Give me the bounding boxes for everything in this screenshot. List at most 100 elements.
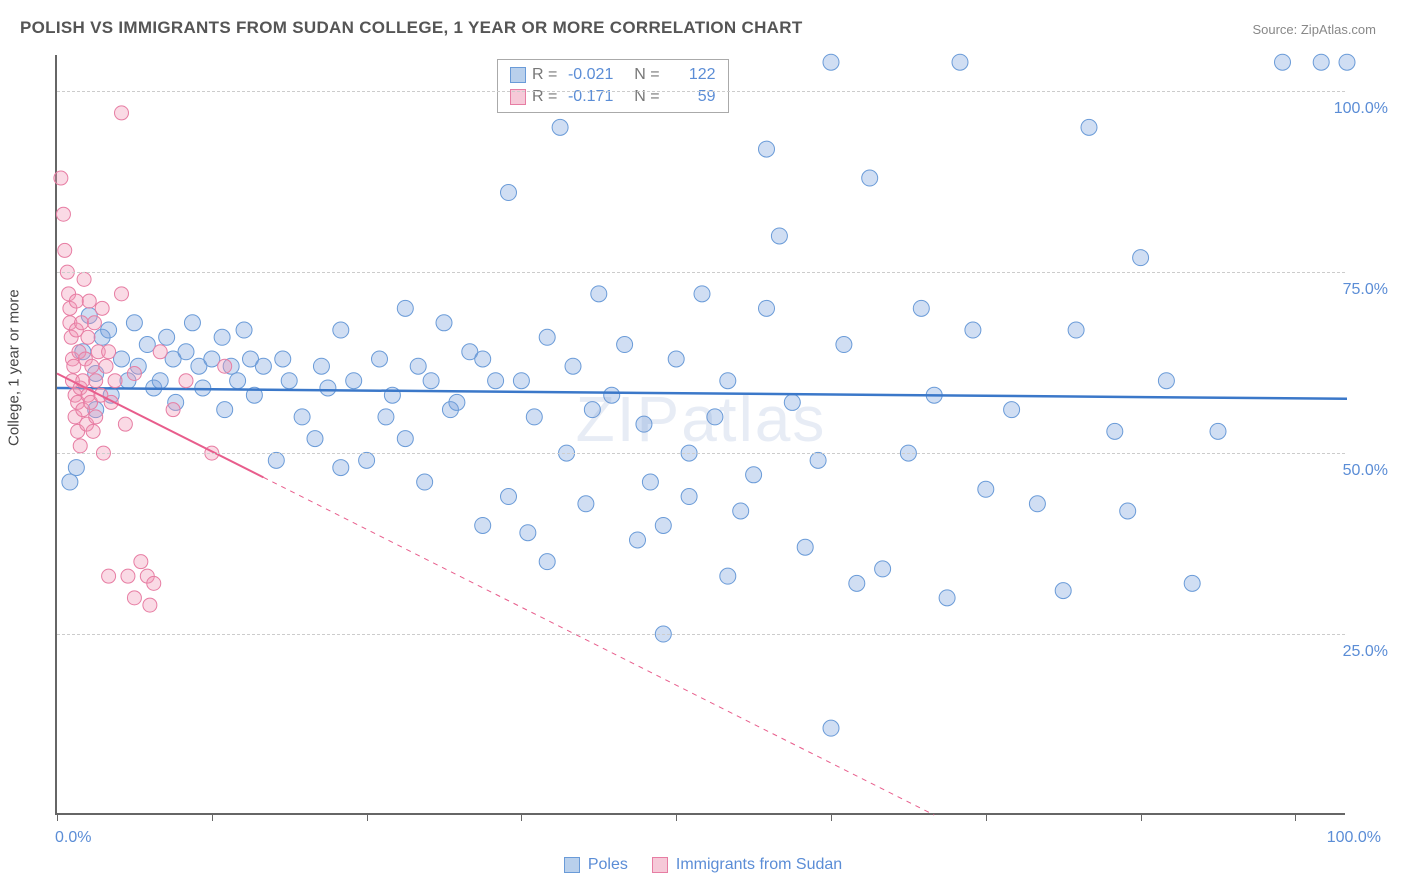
data-point-poles: [268, 452, 284, 468]
data-point-poles: [488, 373, 504, 389]
data-point-poles: [784, 394, 800, 410]
stat-n-label: N =: [634, 86, 659, 108]
data-point-poles: [410, 358, 426, 374]
data-point-sudan: [102, 345, 116, 359]
data-point-poles: [849, 575, 865, 591]
trend-line-dashed-sudan: [263, 477, 934, 815]
data-point-poles: [759, 300, 775, 316]
x-tick: [521, 813, 522, 821]
data-point-poles: [823, 720, 839, 736]
data-point-poles: [539, 329, 555, 345]
data-point-poles: [636, 416, 652, 432]
stat-r-value-sudan: -0.171: [563, 86, 613, 108]
data-point-poles: [501, 489, 517, 505]
plot-area: R =-0.021 N =122R =-0.171 N =59 ZIPatlas: [55, 55, 1345, 815]
data-point-poles: [1133, 250, 1149, 266]
data-point-sudan: [89, 374, 103, 388]
stat-r-label: R =: [532, 86, 557, 108]
data-point-poles: [372, 351, 388, 367]
stat-n-value-sudan: 59: [666, 86, 716, 108]
data-point-poles: [617, 337, 633, 353]
source-link[interactable]: ZipAtlas.com: [1301, 22, 1376, 37]
data-point-sudan: [58, 243, 72, 257]
data-point-poles: [1313, 54, 1329, 70]
data-point-poles: [565, 358, 581, 374]
data-point-poles: [275, 351, 291, 367]
data-point-poles: [720, 373, 736, 389]
data-point-sudan: [95, 301, 109, 315]
data-point-poles: [255, 358, 271, 374]
data-point-sudan: [81, 330, 95, 344]
chart-svg: [57, 55, 1345, 813]
data-point-poles: [1339, 54, 1355, 70]
data-point-poles: [720, 568, 736, 584]
data-point-poles: [397, 300, 413, 316]
data-point-poles: [214, 329, 230, 345]
data-point-sudan: [89, 410, 103, 424]
data-point-poles: [126, 315, 142, 331]
data-point-poles: [217, 402, 233, 418]
data-point-poles: [694, 286, 710, 302]
data-point-poles: [475, 351, 491, 367]
data-point-poles: [939, 590, 955, 606]
data-point-sudan: [166, 403, 180, 417]
legend-item-sudan[interactable]: Immigrants from Sudan: [652, 856, 842, 874]
data-point-poles: [965, 322, 981, 338]
data-point-sudan: [77, 272, 91, 286]
data-point-poles: [449, 394, 465, 410]
data-point-poles: [68, 460, 84, 476]
data-point-poles: [526, 409, 542, 425]
stat-r-label: R =: [532, 64, 557, 86]
data-point-sudan: [218, 359, 232, 373]
data-point-poles: [520, 525, 536, 541]
data-point-sudan: [73, 439, 87, 453]
chart-title: POLISH VS IMMIGRANTS FROM SUDAN COLLEGE,…: [20, 18, 803, 38]
data-point-poles: [578, 496, 594, 512]
data-point-poles: [630, 532, 646, 548]
legend-item-poles[interactable]: Poles: [564, 856, 628, 874]
data-point-poles: [1184, 575, 1200, 591]
data-point-poles: [313, 358, 329, 374]
data-point-sudan: [127, 591, 141, 605]
data-point-poles: [378, 409, 394, 425]
data-point-sudan: [127, 366, 141, 380]
legend-swatch-poles: [564, 857, 580, 873]
data-point-poles: [1275, 54, 1291, 70]
data-point-poles: [159, 329, 175, 345]
data-point-poles: [655, 517, 671, 533]
y-tick-label: 50.0%: [1343, 462, 1388, 480]
stats-row-sudan: R = -0.171 N = 59: [510, 86, 716, 108]
data-point-poles: [707, 409, 723, 425]
data-point-poles: [759, 141, 775, 157]
data-point-poles: [810, 452, 826, 468]
data-point-sudan: [118, 417, 132, 431]
gridline: [57, 634, 1345, 635]
x-axis-max-label: 100.0%: [1327, 829, 1381, 847]
data-point-poles: [733, 503, 749, 519]
data-point-poles: [823, 54, 839, 70]
y-tick-label: 75.0%: [1343, 281, 1388, 299]
data-point-sudan: [99, 359, 113, 373]
data-point-poles: [1055, 583, 1071, 599]
data-point-sudan: [115, 106, 129, 120]
legend-label-sudan: Immigrants from Sudan: [676, 856, 842, 874]
stat-r-value-poles: -0.021: [563, 64, 613, 86]
data-point-poles: [397, 431, 413, 447]
data-point-poles: [101, 322, 117, 338]
data-point-poles: [642, 474, 658, 490]
data-point-sudan: [121, 569, 135, 583]
correlation-stats-box: R =-0.021 N =122R =-0.171 N =59: [497, 59, 729, 113]
bottom-legend: Poles Immigrants from Sudan: [0, 856, 1406, 874]
data-point-sudan: [147, 576, 161, 590]
data-point-poles: [1210, 423, 1226, 439]
data-point-poles: [913, 300, 929, 316]
data-point-poles: [152, 373, 168, 389]
y-tick-label: 100.0%: [1334, 100, 1388, 118]
data-point-poles: [475, 517, 491, 533]
y-axis-label: College, 1 year or more: [6, 289, 23, 446]
data-point-sudan: [82, 294, 96, 308]
legend-label-poles: Poles: [588, 856, 628, 874]
gridline: [57, 453, 1345, 454]
data-point-poles: [178, 344, 194, 360]
data-point-poles: [294, 409, 310, 425]
